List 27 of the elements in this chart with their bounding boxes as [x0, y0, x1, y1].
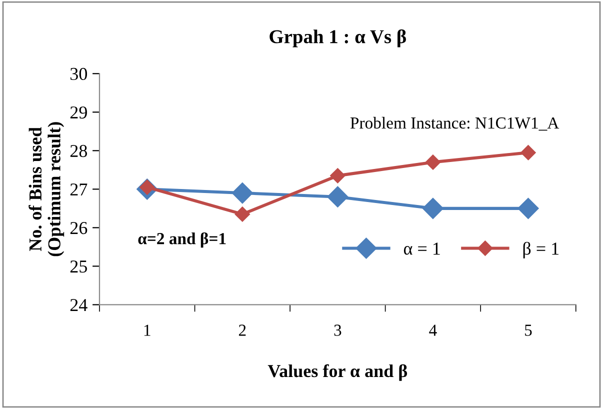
- y-tick-label: 24: [70, 299, 88, 311]
- y-tick-label: 29: [70, 106, 87, 119]
- point: [422, 198, 444, 219]
- point: [518, 198, 539, 219]
- chart-title: Grpah 1 : α Vs β: [270, 29, 406, 48]
- point: [425, 154, 441, 170]
- point: [520, 145, 536, 160]
- point: [327, 186, 348, 208]
- x-tick-label: 2: [238, 324, 246, 336]
- x-tick-label: 1: [144, 324, 150, 336]
- point: [232, 182, 253, 204]
- annotation: Problem Instance: N1C1W1_A: [350, 116, 560, 131]
- point: [330, 168, 346, 184]
- y-tick-label: 30: [70, 68, 87, 80]
- y-tick-label: 26: [70, 222, 88, 234]
- x-tick-label: 5: [525, 324, 532, 336]
- x-tick-label: 3: [334, 324, 342, 336]
- annotation: α=2 and β=1: [138, 232, 226, 248]
- legend-label: β = 1: [523, 242, 559, 258]
- y-tick-label: 27: [70, 183, 88, 196]
- x-axis-title: Values for α and β: [268, 364, 408, 381]
- y-tick-label: 28: [70, 144, 87, 158]
- y-tick-label: 25: [70, 260, 87, 273]
- x-tick-label: 4: [429, 324, 437, 336]
- y-axis-title: No. of Bins used (Optimum result): [28, 122, 64, 256]
- point: [234, 206, 250, 222]
- legend-label: α = 1: [404, 242, 440, 255]
